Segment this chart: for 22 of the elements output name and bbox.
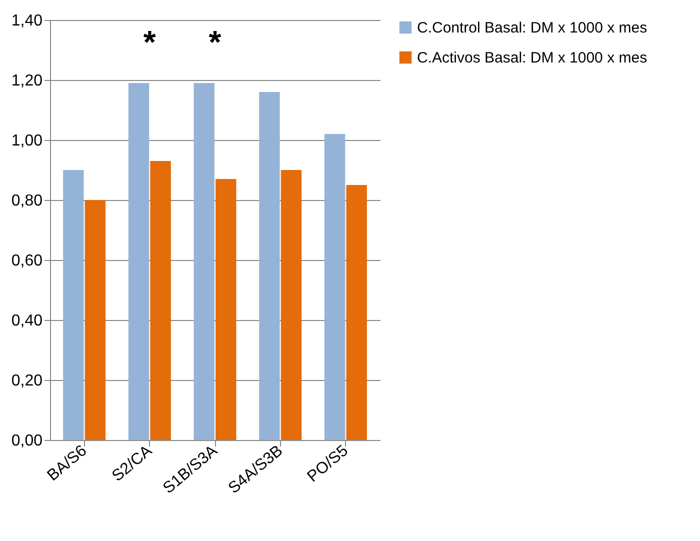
y-tick-label: 0,40 [11,312,43,330]
y-tick-label: 0,60 [11,252,43,270]
bar [324,134,346,440]
bar [150,161,171,440]
y-tick-label: 0,00 [11,432,43,450]
annotation: * [143,24,156,60]
bar [84,200,106,440]
bar [128,83,150,440]
bar [259,92,280,440]
bar [63,170,84,440]
bar [346,185,367,440]
y-tick-label: 1,00 [11,132,43,150]
annotation: * [208,24,222,60]
legend-label: C.Control Basal: DM x 1000 x mes [417,20,648,36]
bar [216,179,236,440]
y-tick-label: 0,20 [11,372,43,390]
y-tick-label: 1,20 [11,72,43,90]
bar [280,170,302,440]
bar [194,83,214,440]
y-tick-label: 1,40 [11,12,43,30]
y-tick-label: 0,80 [11,192,43,210]
legend-label: C.Activos Basal: DM x 1000 x mes [417,50,648,66]
